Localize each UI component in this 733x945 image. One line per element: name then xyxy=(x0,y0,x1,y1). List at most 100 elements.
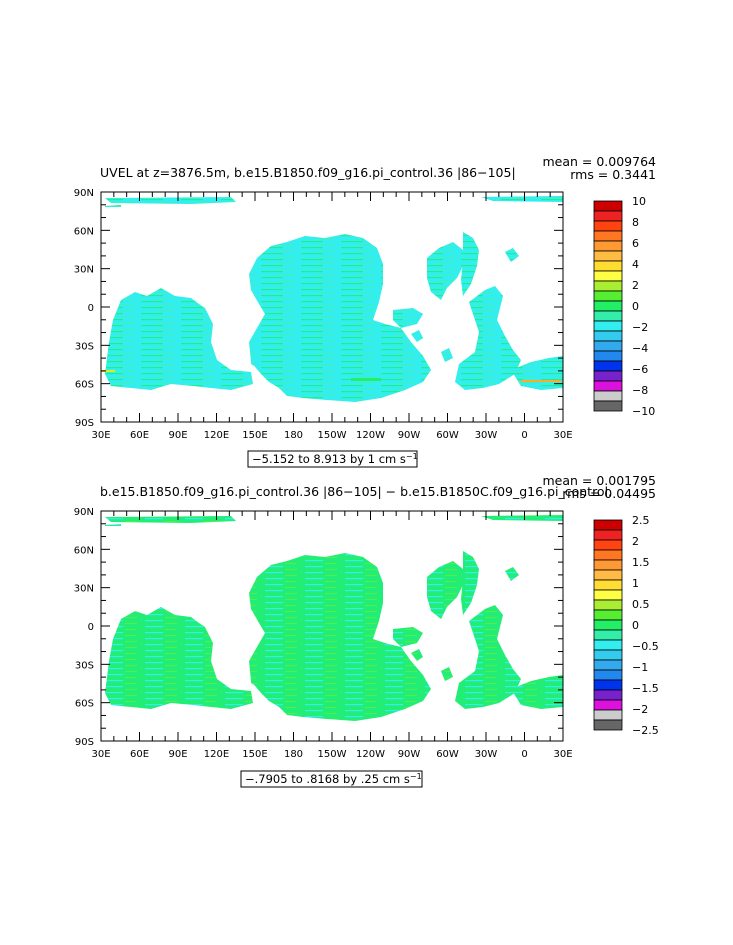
colorbar-box xyxy=(593,250,623,262)
colorbar-box xyxy=(593,400,623,412)
lat-tick-label: 0 xyxy=(88,622,94,633)
colorbar-box xyxy=(593,639,623,651)
colorbar-box xyxy=(593,699,623,711)
lat-tick-label: 30S xyxy=(75,341,94,352)
colorbar-2: 2.5 2 1.5 1 0.5 0 −0.5 −1 −1.5 −2 −2.5 xyxy=(593,514,659,737)
lat-tick-label: 90N xyxy=(74,188,94,199)
colorbar-box xyxy=(593,220,623,232)
range-unit-exp-2: −1 xyxy=(410,772,422,781)
colorbar-box xyxy=(593,669,623,681)
map-title-1: UVEL at z=3876.5m, b.e15.B1850.f09_g16.p… xyxy=(100,165,516,180)
lon-tick-label: 60W xyxy=(436,430,459,441)
lon-tick-label: 150W xyxy=(318,749,347,760)
colorbar-box xyxy=(593,240,623,252)
lon-axis-2: 30E 60E 90E 120E 150E 180 150W 120W 90W 60W 30W 0 30… xyxy=(91,511,573,760)
colorbar-box xyxy=(593,350,623,362)
colorbar-box xyxy=(593,320,623,332)
colorbar-box xyxy=(593,380,623,392)
map-panel-1: UVEL at z=3876.5m, b.e15.B1850.f09_g16.p… xyxy=(74,154,656,468)
colorbar-box xyxy=(593,290,623,302)
colorbar-box xyxy=(593,310,623,322)
lon-tick-label: 90W xyxy=(398,430,421,441)
colorbar-label: 8 xyxy=(632,216,639,229)
svg-text:−5.152 to 8.913 by 1 cm s−1: −5.152 to 8.913 by 1 cm s−1 xyxy=(252,452,418,466)
colorbar-box xyxy=(593,589,623,601)
colorbar-box xyxy=(593,519,623,531)
lon-tick-label: 0 xyxy=(521,430,527,441)
map-title-2: b.e15.B1850.f09_g16.pi_control.36 |86−10… xyxy=(100,484,612,499)
colorbar-label: 2 xyxy=(632,279,639,292)
colorbar-label: −2.5 xyxy=(632,724,659,737)
colorbar-label: 1 xyxy=(632,577,639,590)
colorbar-box xyxy=(593,709,623,721)
colorbar-label: −10 xyxy=(632,405,655,418)
colorbar-box xyxy=(593,689,623,701)
lat-tick-label: 60S xyxy=(75,699,94,710)
lat-tick-label: 30S xyxy=(75,660,94,671)
lon-tick-label: 180 xyxy=(284,430,303,441)
lat-tick-label: 90S xyxy=(75,737,94,748)
colorbar-box xyxy=(593,200,623,212)
mean-label-1: mean = 0.009764 xyxy=(542,154,656,169)
lon-tick-label: 120W xyxy=(356,749,385,760)
colorbar-box xyxy=(593,559,623,571)
rms-label-1: rms = 0.3441 xyxy=(570,167,656,182)
colorbar-label: −1.5 xyxy=(632,682,659,695)
lon-tick-label: 30W xyxy=(475,749,498,760)
colorbar-label: −4 xyxy=(632,342,648,355)
lon-tick-label: 120E xyxy=(204,430,229,441)
map-plot-area-1 xyxy=(100,191,564,423)
mean-label-2: mean = 0.001795 xyxy=(542,473,656,488)
colorbar-label: 4 xyxy=(632,258,639,271)
lat-tick-label: 60N xyxy=(74,545,94,556)
lat-tick-label: 90S xyxy=(75,418,94,429)
colorbar-box xyxy=(593,629,623,641)
lon-tick-label: 120E xyxy=(204,749,229,760)
range-unit-exp-1: −1 xyxy=(406,452,418,461)
colorbar-label: −1 xyxy=(632,661,648,674)
colorbar-label: −2 xyxy=(632,703,648,716)
lat-axis-2: 90N 60N 30N 0 30S 60S 90S xyxy=(74,507,563,748)
colorbar-box xyxy=(593,599,623,611)
lon-tick-label: 60W xyxy=(436,749,459,760)
lon-tick-label: 90W xyxy=(398,749,421,760)
colorbar-box xyxy=(593,569,623,581)
range-label-2: −.7905 to .8168 by .25 cm s xyxy=(245,772,410,786)
colorbar-label: 2.5 xyxy=(632,514,650,527)
colorbar-box xyxy=(593,549,623,561)
colorbar-box xyxy=(593,280,623,292)
lat-tick-label: 0 xyxy=(88,303,94,314)
range-label-1: −5.152 to 8.913 by 1 cm s xyxy=(252,452,406,466)
lon-tick-label: 30E xyxy=(553,749,572,760)
colorbar-label: 1.5 xyxy=(632,556,650,569)
colorbar-box xyxy=(593,340,623,352)
lat-tick-label: 30N xyxy=(74,584,94,595)
lat-tick-label: 30N xyxy=(74,265,94,276)
colorbar-box xyxy=(593,679,623,691)
lon-tick-label: 150W xyxy=(318,430,347,441)
lon-tick-label: 60E xyxy=(130,749,149,760)
colorbar-label: −8 xyxy=(632,384,648,397)
lon-tick-label: 150E xyxy=(242,749,267,760)
lon-tick-label: 30E xyxy=(91,430,110,441)
colorbar-box xyxy=(593,370,623,382)
colorbar-box xyxy=(593,529,623,541)
colorbar-box xyxy=(593,360,623,372)
lat-axis-1: 90N 60N 30N 0 30S 60S 90S xyxy=(74,188,563,429)
colorbar-box xyxy=(593,330,623,342)
lat-tick-label: 60S xyxy=(75,380,94,391)
colorbar-box xyxy=(593,390,623,402)
map-plot-area-2 xyxy=(100,510,564,742)
colorbar-1: 10 8 6 4 2 0 −2 −4 −6 −8 −10 xyxy=(593,195,655,418)
map-panel-2: b.e15.B1850.f09_g16.pi_control.36 |86−10… xyxy=(74,473,659,788)
lon-tick-label: 90E xyxy=(168,749,187,760)
colorbar-label: −0.5 xyxy=(632,640,659,653)
lon-tick-label: 60E xyxy=(130,430,149,441)
colorbar-label: 0.5 xyxy=(632,598,650,611)
range-box-2: −.7905 to .8168 by .25 cm s−1 xyxy=(240,770,423,788)
lon-tick-label: 120W xyxy=(356,430,385,441)
lat-tick-label: 90N xyxy=(74,507,94,518)
lon-tick-label: 150E xyxy=(242,430,267,441)
accent-mark xyxy=(521,380,561,382)
lon-tick-label: 30E xyxy=(91,749,110,760)
